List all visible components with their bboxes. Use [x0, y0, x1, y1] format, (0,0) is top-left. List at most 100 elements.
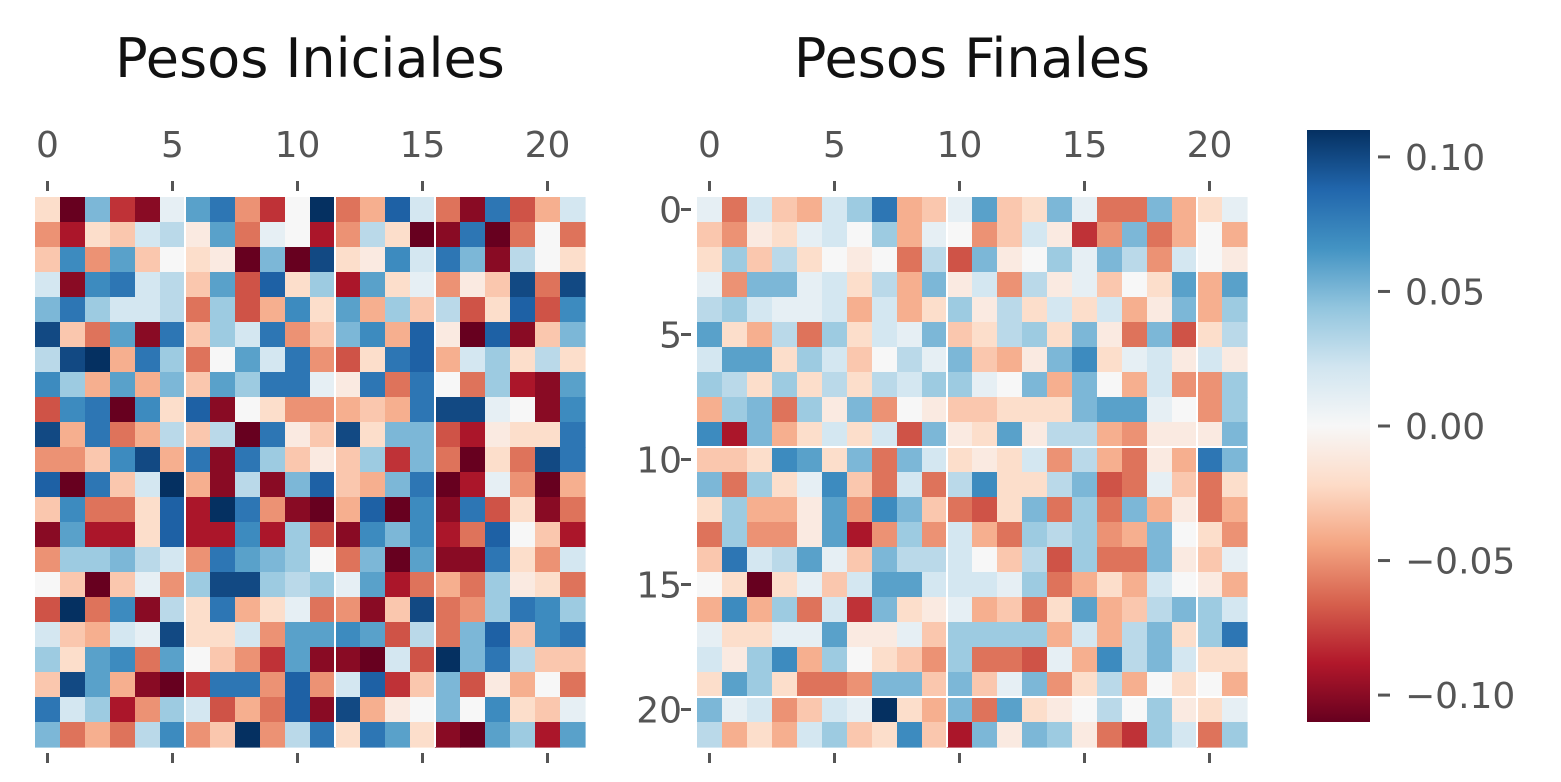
- colorbar-ticks: 0.10 0.05 0.00 −0.05 −0.10: [1378, 138, 1515, 717]
- initial-cell: [460, 647, 486, 673]
- final-cell: [922, 497, 948, 523]
- initial-cell: [185, 447, 211, 473]
- initial-cell: [260, 447, 286, 473]
- initial-cell: [335, 697, 361, 723]
- final-cell: [697, 547, 723, 573]
- final-cell: [1222, 272, 1248, 298]
- initial-cell: [510, 622, 536, 648]
- initial-cell: [110, 372, 136, 398]
- initial-cell: [60, 472, 86, 498]
- initial-cell: [35, 572, 61, 598]
- final-cell: [922, 247, 948, 273]
- initial-cell: [385, 197, 411, 223]
- initial-cell: [160, 597, 186, 623]
- final-cell: [947, 572, 973, 598]
- final-cell: [1197, 222, 1223, 248]
- final-cell: [1122, 622, 1148, 648]
- final-cell: [797, 272, 823, 298]
- final-cell: [1172, 322, 1198, 348]
- final-cell: [972, 197, 998, 223]
- final-cell: [1147, 547, 1173, 573]
- initial-cell: [285, 647, 311, 673]
- initial-cell: [385, 347, 411, 373]
- initial-cell: [285, 222, 311, 248]
- initial-cell: [385, 497, 411, 523]
- initial-cell: [360, 547, 386, 573]
- final-cell: [1172, 572, 1198, 598]
- initial-cell: [85, 722, 111, 748]
- initial-cell: [535, 622, 561, 648]
- final-cell: [772, 247, 798, 273]
- initial-cell: [35, 497, 61, 523]
- final-cell: [797, 572, 823, 598]
- final-cell: [1197, 597, 1223, 623]
- final-cell: [1047, 547, 1073, 573]
- initial-cell: [210, 597, 236, 623]
- initial-cell: [135, 497, 161, 523]
- final-cell: [972, 272, 998, 298]
- initial-cell: [385, 647, 411, 673]
- final-cell: [897, 522, 923, 548]
- initial-x-tick-label: 0: [36, 125, 59, 166]
- initial-cell: [85, 572, 111, 598]
- final-cell: [1147, 572, 1173, 598]
- final-cell: [1022, 697, 1048, 723]
- initial-cell: [185, 522, 211, 548]
- initial-cell: [110, 397, 136, 423]
- initial-cell: [235, 422, 261, 448]
- final-cell: [1172, 672, 1198, 698]
- initial-cell: [410, 597, 436, 623]
- final-cell: [1097, 522, 1123, 548]
- final-cell: [997, 322, 1023, 348]
- initial-cell: [410, 297, 436, 323]
- final-cell: [972, 572, 998, 598]
- initial-cell: [560, 372, 586, 398]
- final-cell: [747, 647, 773, 673]
- initial-cell: [460, 447, 486, 473]
- final-cell: [722, 197, 748, 223]
- final-cell: [997, 447, 1023, 473]
- final-cell: [997, 722, 1023, 748]
- initial-cell: [110, 497, 136, 523]
- final-cell: [797, 422, 823, 448]
- initial-cell: [260, 547, 286, 573]
- final-cell: [847, 272, 873, 298]
- initial-cell: [285, 247, 311, 273]
- initial-cell: [210, 222, 236, 248]
- final-cell: [847, 597, 873, 623]
- initial-cell: [485, 597, 511, 623]
- initial-cell: [535, 722, 561, 748]
- final-cell: [947, 422, 973, 448]
- initial-cell: [485, 197, 511, 223]
- final-cell: [1147, 197, 1173, 223]
- initial-cell: [410, 322, 436, 348]
- final-cell: [722, 247, 748, 273]
- initial-cell: [510, 347, 536, 373]
- final-cell: [872, 622, 898, 648]
- initial-cell: [435, 647, 461, 673]
- initial-cell: [335, 472, 361, 498]
- final-cell: [872, 572, 898, 598]
- colorbar-tick-label: 0.05: [1405, 272, 1485, 313]
- final-cell: [1197, 447, 1223, 473]
- final-cell: [1097, 297, 1123, 323]
- final-cell: [1122, 347, 1148, 373]
- initial-cell: [60, 622, 86, 648]
- initial-cell: [85, 472, 111, 498]
- final-cell: [1197, 697, 1223, 723]
- final-cell: [1172, 647, 1198, 673]
- initial-cell: [485, 372, 511, 398]
- initial-cell: [285, 397, 311, 423]
- final-cell: [847, 197, 873, 223]
- final-cell: [1147, 472, 1173, 498]
- initial-cell: [260, 247, 286, 273]
- final-cell: [897, 222, 923, 248]
- final-cell: [997, 647, 1023, 673]
- initial-cell: [460, 672, 486, 698]
- final-cell: [972, 397, 998, 423]
- initial-cell: [85, 697, 111, 723]
- initial-cell: [535, 647, 561, 673]
- initial-cell: [510, 247, 536, 273]
- initial-cell: [60, 347, 86, 373]
- initial-cell: [435, 597, 461, 623]
